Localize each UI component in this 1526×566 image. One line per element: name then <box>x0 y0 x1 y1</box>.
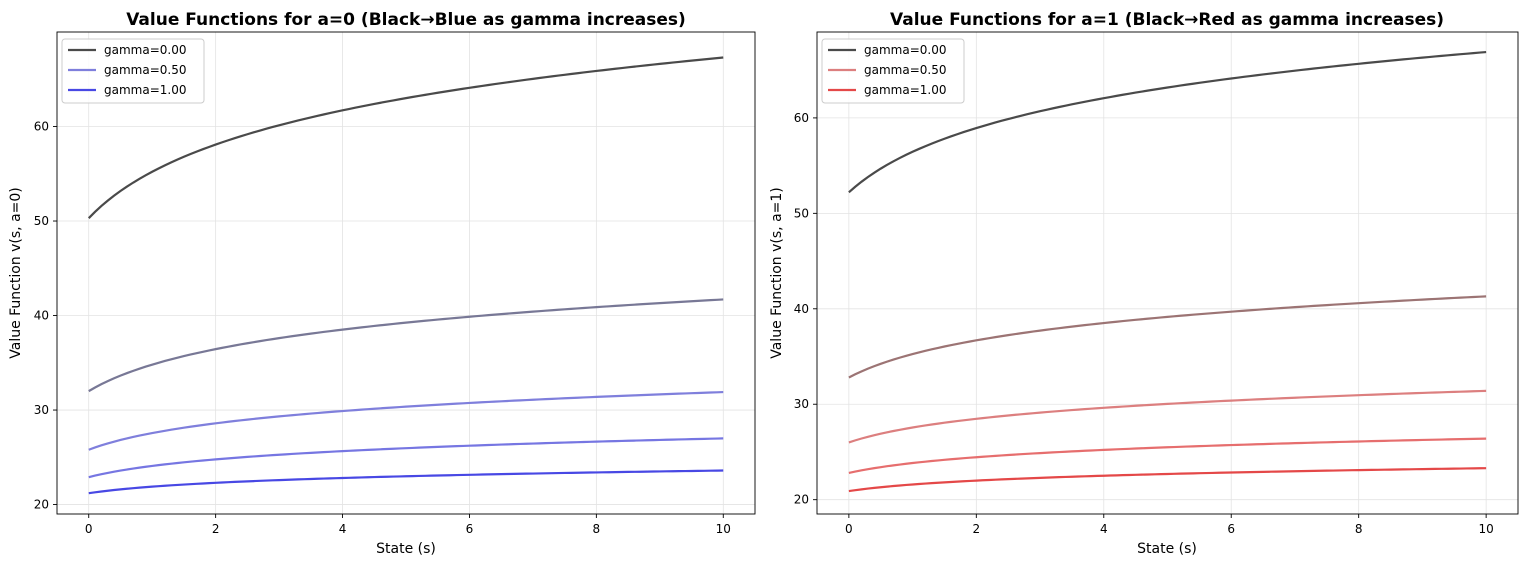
gridlines <box>817 32 1518 514</box>
series-lines <box>87 56 724 495</box>
series-line <box>88 390 724 451</box>
y-tick-label: 20 <box>34 498 49 512</box>
right-chart-panel: Value Functions for a=1 (Black→Red as ga… <box>769 10 1519 557</box>
y-ticks: 20 30 40 50 60 <box>794 111 817 507</box>
x-tick-label: 8 <box>593 522 601 536</box>
legend-entry: gamma=0.50 <box>828 63 946 77</box>
x-tick-label: 4 <box>1100 522 1108 536</box>
legend-entry: gamma=0.00 <box>828 43 946 57</box>
legend-label: gamma=0.00 <box>104 43 186 57</box>
x-tick-label: 10 <box>716 522 731 536</box>
legend-label: gamma=0.00 <box>864 43 946 57</box>
series-lines <box>848 50 1487 493</box>
legend-label: gamma=1.00 <box>864 83 946 97</box>
x-tick-label: 2 <box>972 522 980 536</box>
chart-title: Value Functions for a=1 (Black→Red as ga… <box>890 10 1444 30</box>
legend-entry: gamma=0.00 <box>68 43 186 57</box>
y-axis-label: Value Function v(s, a=1) <box>769 187 785 359</box>
x-tick-label: 0 <box>845 522 853 536</box>
x-tick-label: 4 <box>339 522 347 536</box>
x-ticks: 0 2 4 6 8 10 <box>845 514 1494 536</box>
x-axis-label: State (s) <box>376 541 436 557</box>
y-tick-label: 40 <box>34 309 49 323</box>
x-ticks: 0 2 4 6 8 10 <box>85 514 731 536</box>
series-line <box>848 50 1487 194</box>
legend-label: gamma=1.00 <box>104 83 186 97</box>
series-line <box>88 298 724 393</box>
y-tick-label: 50 <box>34 214 49 228</box>
x-tick-label: 8 <box>1355 522 1363 536</box>
x-tick-label: 6 <box>466 522 474 536</box>
legend-entry: gamma=1.00 <box>828 83 946 97</box>
y-tick-label: 60 <box>794 111 809 125</box>
x-axis-label: State (s) <box>1137 541 1197 557</box>
plot-frame <box>56 31 756 515</box>
y-axis-label: Value Function v(s, a=0) <box>8 187 24 359</box>
left-chart-panel: Value Functions for a=0 (Black→Blue as g… <box>8 10 756 557</box>
x-tick-label: 0 <box>85 522 93 536</box>
series-line <box>848 295 1487 379</box>
x-tick-label: 2 <box>212 522 220 536</box>
series-line <box>88 469 724 495</box>
chart-title: Value Functions for a=0 (Black→Blue as g… <box>126 10 686 30</box>
series-line <box>848 389 1487 444</box>
series-line <box>88 437 724 479</box>
plot-frame <box>816 31 1519 515</box>
legend-label: gamma=0.50 <box>104 63 186 77</box>
y-tick-label: 60 <box>34 120 49 134</box>
series-line <box>848 437 1487 475</box>
legend-entry: gamma=0.50 <box>68 63 186 77</box>
x-tick-label: 6 <box>1227 522 1235 536</box>
legend-label: gamma=0.50 <box>864 63 946 77</box>
gridlines <box>57 32 755 514</box>
legend: gamma=0.00 gamma=0.50 gamma=1.00 <box>61 38 205 104</box>
y-tick-label: 20 <box>794 493 809 507</box>
plot-area <box>57 32 755 514</box>
series-line <box>848 467 1487 493</box>
x-tick-label: 10 <box>1478 522 1493 536</box>
series-line <box>87 56 724 219</box>
y-ticks: 20 30 40 50 60 <box>34 120 57 512</box>
y-tick-label: 30 <box>794 397 809 411</box>
y-tick-label: 40 <box>794 302 809 316</box>
y-tick-label: 30 <box>34 403 49 417</box>
plot-area <box>817 32 1518 514</box>
legend: gamma=0.00 gamma=0.50 gamma=1.00 <box>821 38 965 104</box>
legend-entry: gamma=1.00 <box>68 83 186 97</box>
y-tick-label: 50 <box>794 206 809 220</box>
